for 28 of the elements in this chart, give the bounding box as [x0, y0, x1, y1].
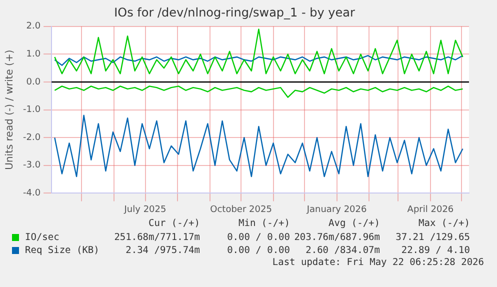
text: 0.00 / 0.00: [226, 245, 290, 256]
legend-label: Req Size (KB): [25, 245, 100, 256]
x-tick-label: July 2025: [123, 204, 166, 215]
x-tick-label: January 2026: [306, 204, 368, 215]
text: Max (-/+): [418, 218, 470, 231]
y-tick-label: -4.0: [23, 188, 41, 199]
y-tick-label: -2.0: [23, 132, 41, 143]
text: Cur (-/+): [148, 218, 200, 231]
y-axis-title: Units read (-) / write (+): [4, 50, 16, 170]
legend-label: IO/sec: [25, 232, 60, 243]
x-tick-label: April 2026: [407, 204, 454, 215]
text: 0.00 / 0.00: [226, 232, 290, 243]
y-tick-label: -3.0: [23, 160, 41, 171]
text: 37.21 /129.65: [394, 232, 470, 243]
text: 251.68m/771.17m: [113, 232, 200, 243]
text: Min (-/+): [238, 218, 290, 231]
text: Avg (-/+): [328, 218, 380, 231]
y-tick-label: 1.0: [26, 50, 41, 60]
x-tick-label: October 2025: [210, 204, 272, 215]
y-tick-label: -1.0: [23, 105, 41, 116]
text: 2.34 /975.74m: [124, 245, 200, 256]
y-tick-label: 2.0: [26, 22, 41, 32]
text: 203.76m/687.96m: [293, 232, 380, 243]
text: Last update: Fri May 22 06:25:28 2026: [271, 257, 484, 268]
chart-title: IOs for /dev/nlnog-ring/swap_1 - by year: [114, 5, 355, 20]
text: 2.60 /834.07m: [304, 245, 380, 256]
text: 22.89 / 4.10: [400, 245, 470, 256]
y-tick-label: 0.0: [26, 77, 41, 88]
